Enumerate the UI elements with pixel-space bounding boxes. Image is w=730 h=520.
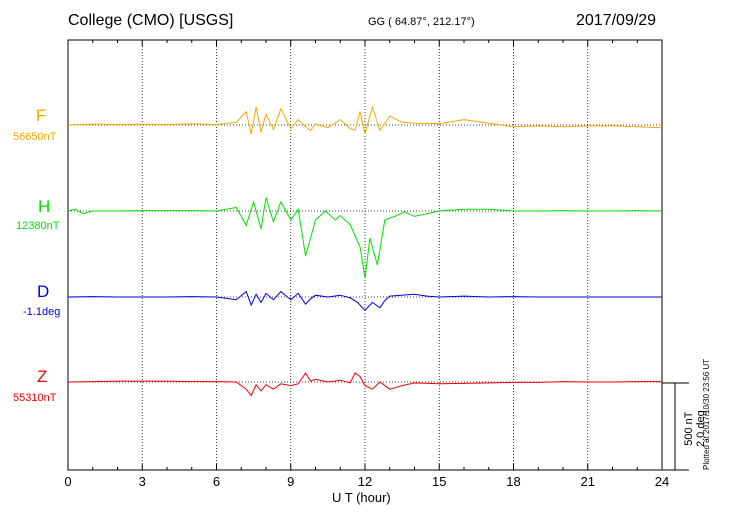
chart-date: 2017/09/29: [576, 12, 657, 29]
station-title: College (CMO) [USGS]: [68, 12, 234, 29]
channel-baseline-h: 12380nT: [16, 220, 60, 232]
x-tick-label: 12: [358, 474, 372, 489]
series-line-h: [67, 197, 663, 279]
x-tick-label: 3: [139, 474, 146, 489]
plot-frame: [67, 39, 663, 471]
x-tick-label: 21: [581, 474, 595, 489]
channel-label-h: H: [38, 197, 51, 216]
channel-label-f: F: [36, 106, 47, 125]
x-tick-label: 15: [432, 474, 446, 489]
x-tick-label: 24: [655, 474, 669, 489]
x-tick-label: 6: [213, 474, 220, 489]
channel-baseline-f: 56650nT: [13, 131, 57, 143]
series-line-d: [67, 290, 662, 312]
x-tick-label: 0: [64, 474, 71, 489]
x-axis-label: U T (hour): [332, 490, 391, 505]
series-line-z: [67, 372, 662, 397]
geographic-coordinates: GG ( 64.87°, 212.17°): [368, 16, 475, 28]
channel-baseline-z: 55310nT: [13, 392, 57, 404]
channel-label-d: D: [37, 282, 50, 301]
series-line-f: [67, 105, 663, 135]
x-tick-label: 18: [506, 474, 520, 489]
channel-baseline-d: -1.1deg: [23, 306, 61, 318]
x-tick-label: 9: [287, 474, 294, 489]
channel-label-z: Z: [37, 367, 48, 386]
